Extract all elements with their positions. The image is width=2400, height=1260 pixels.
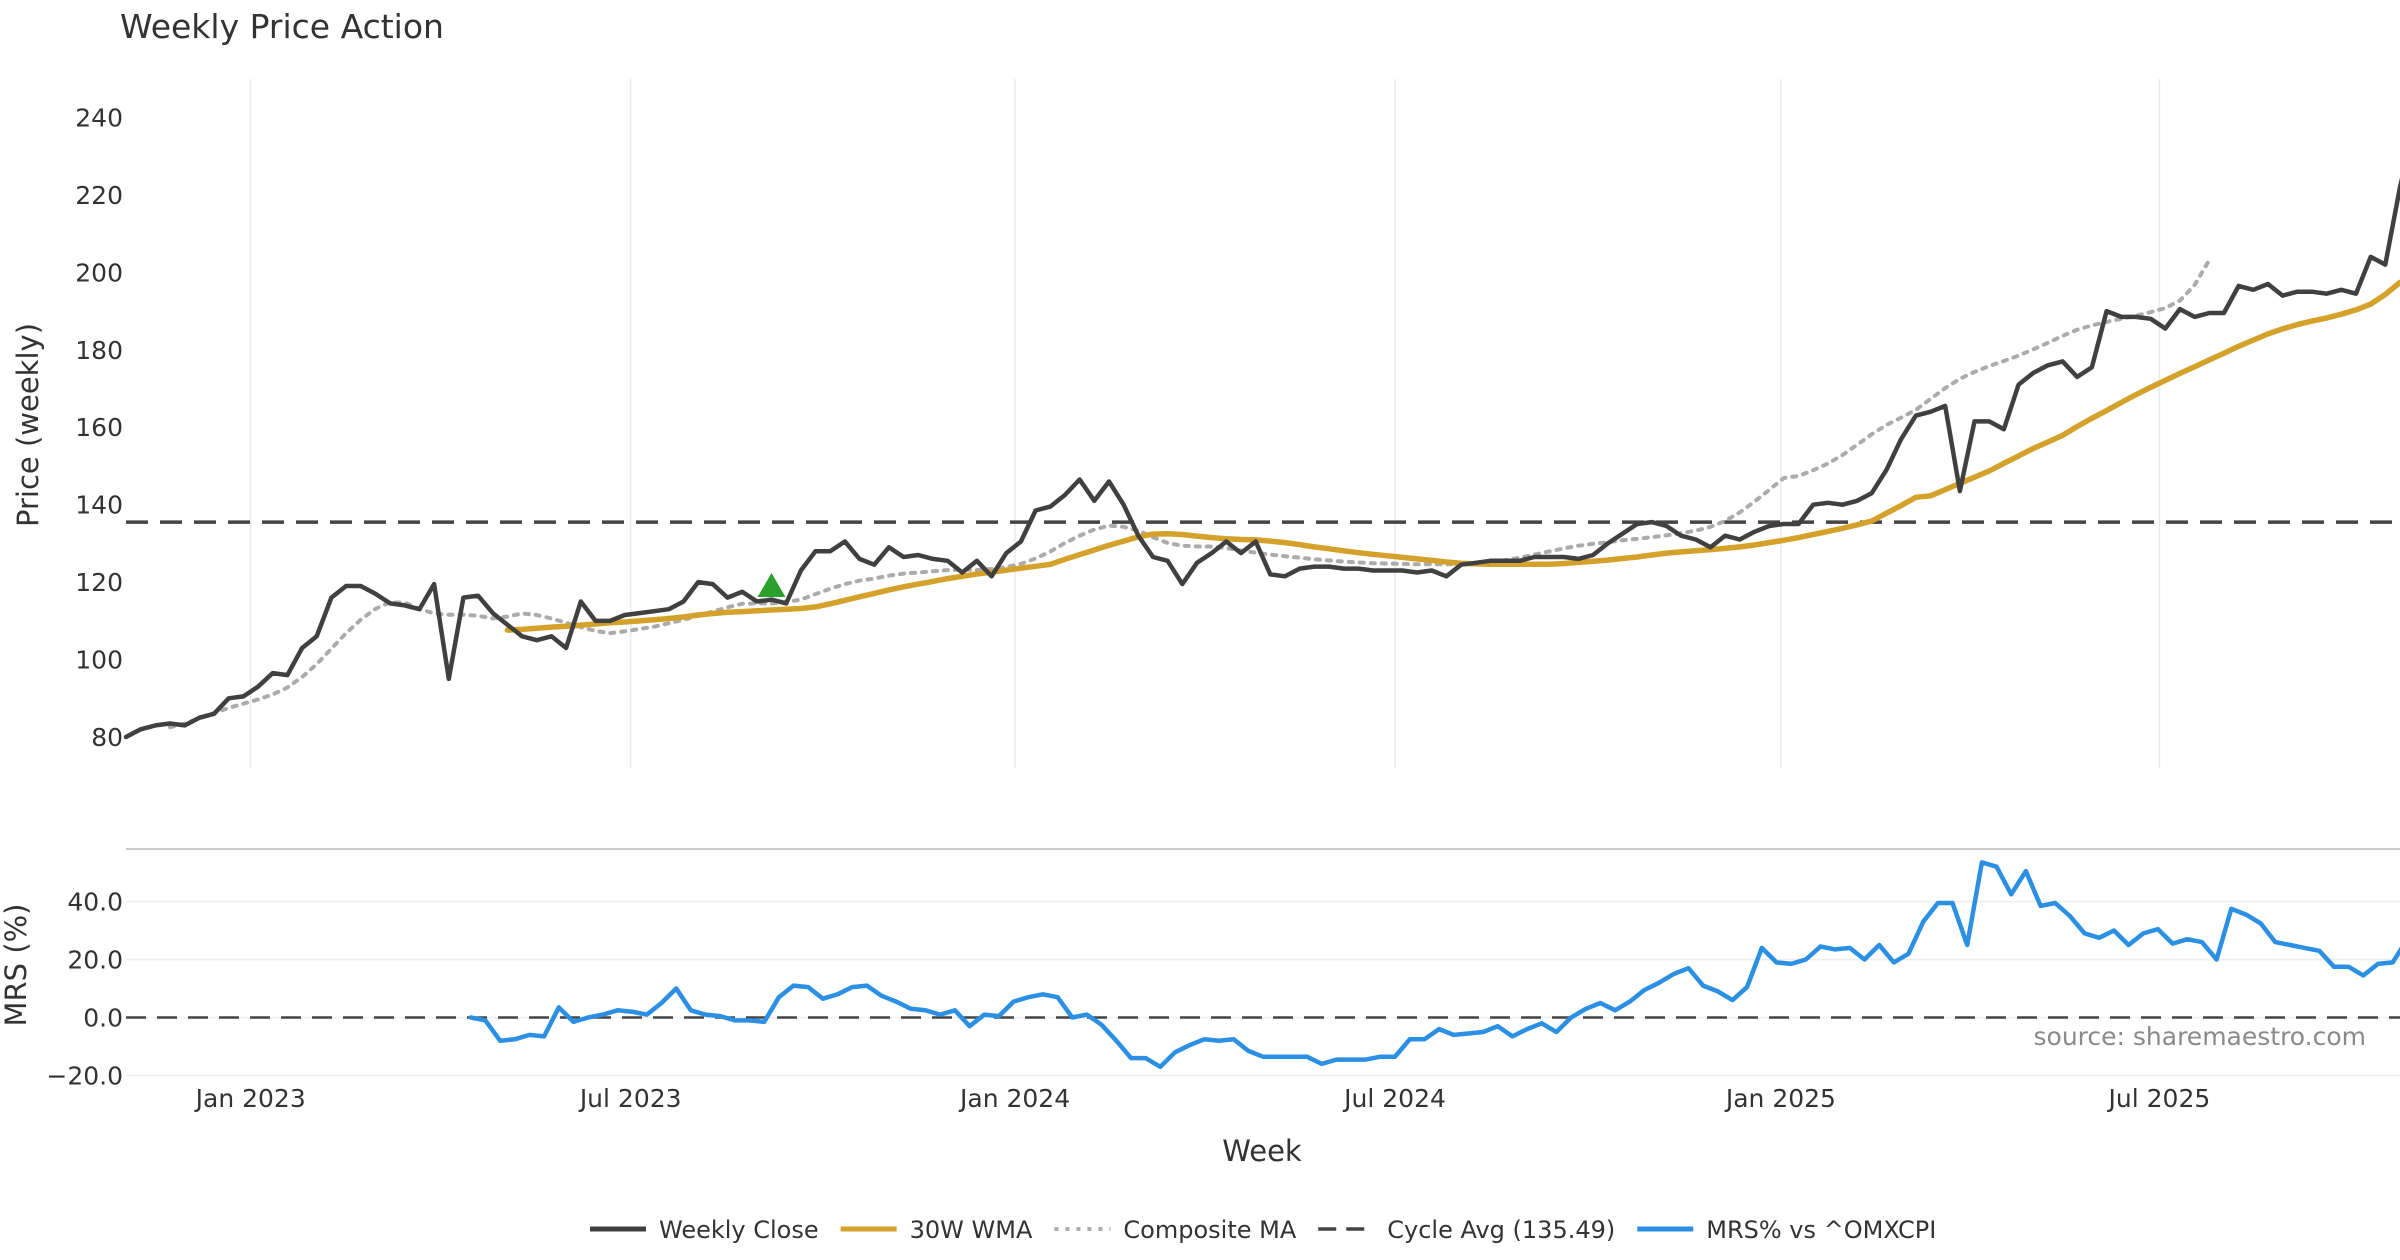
price-y-tick-label: 220: [75, 181, 123, 210]
x-tick-label: Jul 2023: [578, 1084, 682, 1113]
price-y-ticks: 80 100 120 140 160 180 200 220 240: [75, 103, 123, 752]
source-annotation: source: sharemaestro.com: [2034, 1022, 2367, 1051]
legend-item-weekly-close: Weekly Close: [590, 1216, 819, 1244]
x-axis-label: Week: [1222, 1134, 1302, 1168]
legend-label: MRS% vs ^OMXCPI: [1706, 1216, 1936, 1244]
price-y-tick-label: 160: [75, 413, 123, 442]
x-tick-label: Jan 2024: [958, 1084, 1070, 1113]
chart-title: Weekly Price Action: [120, 7, 444, 46]
price-y-tick-label: 240: [75, 103, 123, 132]
mrs-plot: [126, 860, 2400, 1070]
mrs-y-tick-label: 20.0: [67, 946, 123, 975]
x-tick-label: Jan 2023: [194, 1084, 306, 1113]
legend-item-cycle-avg-135-49: Cycle Avg (135.49): [1318, 1216, 1615, 1244]
legend-label: Weekly Close: [659, 1216, 819, 1244]
mrs-y-tick-label: −20.0: [46, 1062, 123, 1091]
price-grid: [249, 79, 2161, 768]
price-y-tick-label: 100: [75, 646, 123, 675]
price-y-tick-label: 180: [75, 336, 123, 365]
mrs-vs-omxcpi-line: [468, 860, 2400, 1070]
mrs-y-ticks: −20.0 0.0 20.0 40.0: [46, 888, 123, 1091]
legend: Weekly Close 30W WMA Composite MA Cycle Avg…: [590, 1216, 1936, 1244]
legend-item-composite-ma: Composite MA: [1054, 1216, 1297, 1244]
legend-label: Composite MA: [1123, 1216, 1296, 1244]
mrs-y-tick-label: 40.0: [67, 888, 123, 917]
legend-label: Cycle Avg (135.49): [1387, 1216, 1615, 1244]
price-y-tick-label: 200: [75, 258, 123, 287]
x-tick-label: Jul 2025: [2107, 1084, 2211, 1113]
weekly-close-line: [123, 177, 2400, 740]
price-y-tick-label: 120: [75, 568, 123, 597]
composite-ma-line: [168, 258, 2212, 730]
x-tick-label: Jul 2024: [1342, 1084, 1446, 1113]
legend-item-mrs-vs-omxcpi: MRS% vs ^OMXCPI: [1637, 1216, 1936, 1244]
legend-item-30w-wma: 30W WMA: [840, 1216, 1033, 1244]
price-y-tick-label: 140: [75, 491, 123, 520]
price-y-axis-label: Price (weekly): [11, 323, 45, 527]
price-plot: [123, 177, 2400, 740]
x-tick-label: Jan 2025: [1724, 1084, 1836, 1113]
mrs-y-axis-label: MRS (%): [0, 904, 33, 1027]
x-ticks: Jan 2023 Jul 2023 Jan 2024 Jul 2024 Jan 2025…: [194, 1084, 2211, 1113]
legend-label: 30W WMA: [910, 1216, 1033, 1244]
30w-wma-line: [504, 279, 2400, 633]
price-y-tick-label: 80: [91, 723, 123, 752]
mrs-y-tick-label: 0.0: [83, 1004, 123, 1033]
buy-signal-marker: [757, 573, 786, 598]
